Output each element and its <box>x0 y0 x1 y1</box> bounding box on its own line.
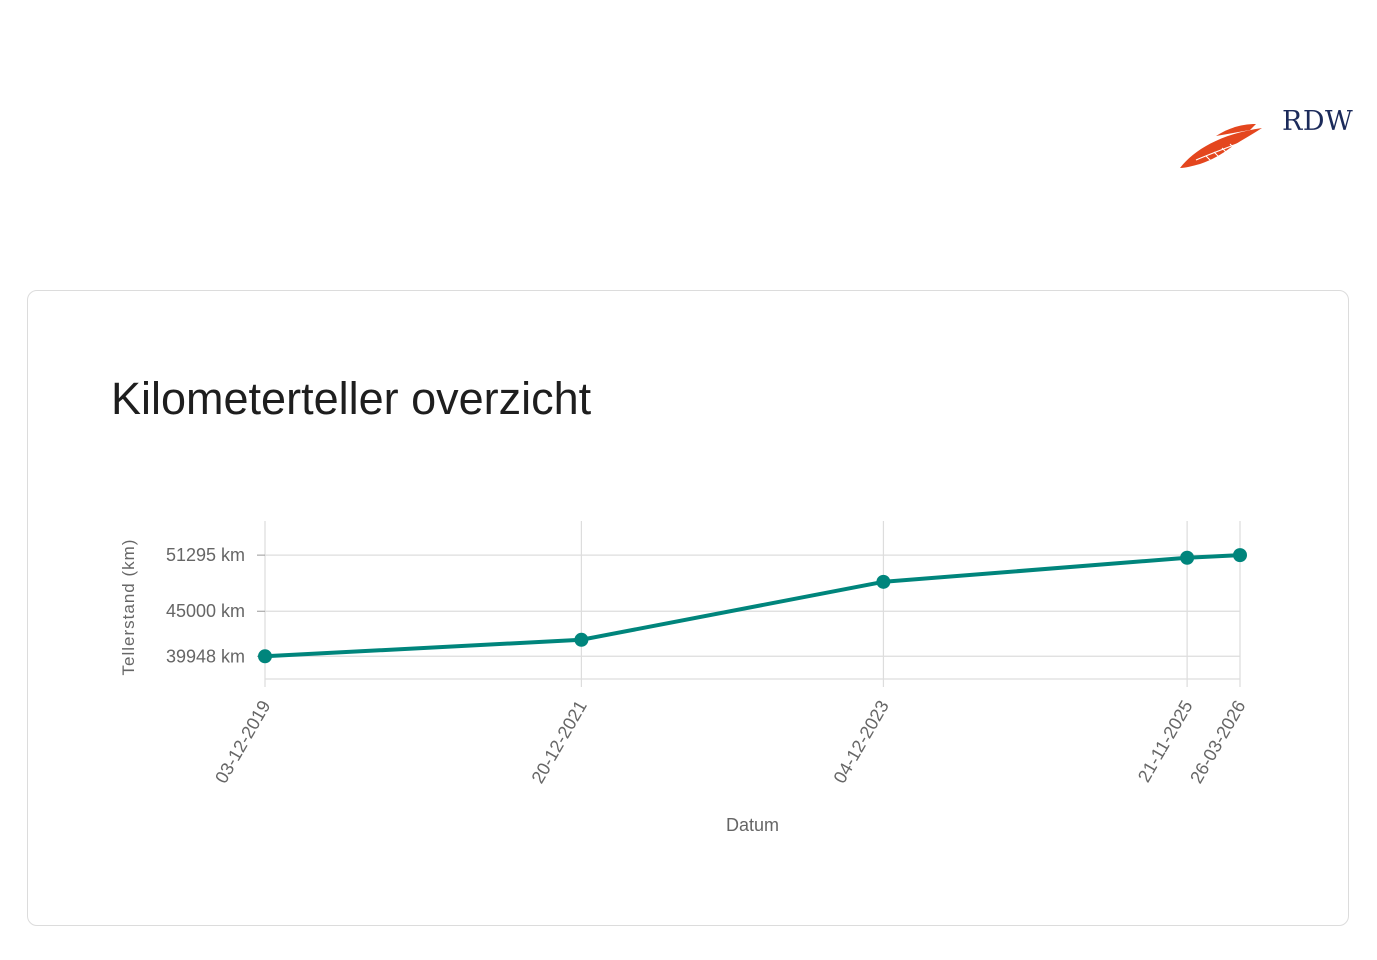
data-point <box>574 632 589 647</box>
data-point <box>876 574 891 589</box>
odometer-chart: 39948 km 45000 km 51295 km 03-12-2019 20-12-… <box>119 521 1249 835</box>
y-tick-label: 39948 km <box>166 646 245 666</box>
x-tick-label: 26-03-2026 <box>1186 697 1249 787</box>
x-tick-label: 03-12-2019 <box>211 697 274 787</box>
series-line <box>264 553 1241 659</box>
x-tick-label: 04-12-2023 <box>830 697 893 787</box>
grid <box>264 521 1241 687</box>
x-axis-title: Datum <box>726 815 779 835</box>
card-title: Kilometerteller overzicht <box>111 373 592 424</box>
series-layer <box>258 548 1247 664</box>
axes <box>257 554 1240 680</box>
y-tick-label: 45000 km <box>166 601 245 621</box>
data-point <box>1180 550 1195 565</box>
logo-text: RDW <box>1282 106 1354 137</box>
x-tick-label: 21-11-2025 <box>1134 697 1197 786</box>
data-point <box>1233 548 1247 563</box>
x-tick-label: 20-12-2021 <box>528 697 591 787</box>
y-tick-label: 51295 km <box>166 545 245 565</box>
labels: 39948 km 45000 km 51295 km 03-12-2019 20-12-… <box>119 539 1249 835</box>
rdw-logo[interactable]: RDW <box>1176 100 1366 180</box>
odometer-card: Kilometerteller overzicht 39948 km 45000 … <box>27 290 1349 926</box>
bird-logo-icon <box>1180 124 1262 168</box>
data-point <box>258 649 272 664</box>
y-axis-title: Tellerstand (km) <box>119 539 138 676</box>
